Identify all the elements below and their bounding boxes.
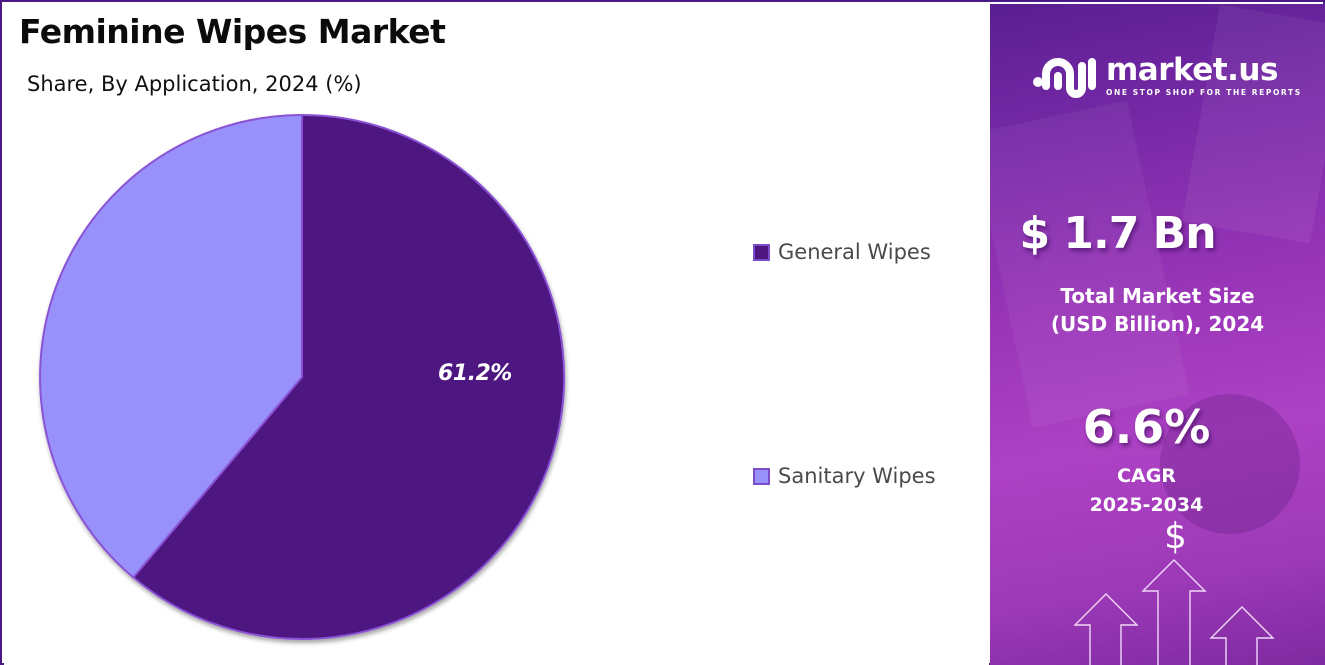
legend-label: Sanitary Wipes xyxy=(778,464,936,488)
brand-tagline: ONE STOP SHOP FOR THE REPORTS xyxy=(1106,88,1302,97)
market-size-label-line2: (USD Billion), 2024 xyxy=(1050,312,1265,336)
pie-chart: 61.2% xyxy=(4,4,989,665)
market-us-logo-icon xyxy=(1033,58,1096,98)
growth-arrows-icon xyxy=(1073,559,1275,665)
background-decoration xyxy=(990,100,1190,428)
legend-item-general-wipes[interactable]: General Wipes xyxy=(753,240,931,264)
legend-swatch-sanitary xyxy=(753,467,770,485)
chart-title: Feminine Wipes Market xyxy=(19,12,446,51)
market-size-label: Total Market Size (USD Billion), 2024 xyxy=(990,282,1325,338)
pie-slice-label-general: 61.2% xyxy=(438,361,512,386)
dollar-icon: $ xyxy=(1164,516,1187,557)
chart-subtitle: Share, By Application, 2024 (%) xyxy=(27,72,362,96)
market-size-label-line1: Total Market Size xyxy=(1060,284,1255,308)
legend-swatch-general xyxy=(753,243,770,261)
pie-slice-general-wipes[interactable] xyxy=(131,113,566,640)
cagr-value: 6.6% xyxy=(1082,400,1211,454)
chart-panel: Feminine Wipes Market Share, By Applicat… xyxy=(4,4,989,665)
legend-item-sanitary-wipes[interactable]: Sanitary Wipes xyxy=(753,464,936,488)
brand-name: market.us xyxy=(1106,52,1278,88)
market-size-value: $ 1.7 Bn xyxy=(1019,208,1216,259)
brand-logo: market.us ONE STOP SHOP FOR THE REPORTS xyxy=(1032,52,1302,100)
pie-slice-sanitary-wipes[interactable] xyxy=(39,113,303,579)
cagr-label-line2: 2025-2034 xyxy=(1089,494,1204,516)
stats-sidebar: market.us ONE STOP SHOP FOR THE REPORTS … xyxy=(990,4,1325,665)
cagr-label: CAGR 2025-2034 xyxy=(990,462,1314,520)
pie-svg xyxy=(39,113,566,640)
legend-label: General Wipes xyxy=(778,240,931,264)
background-decoration xyxy=(1160,394,1300,534)
cagr-label-line1: CAGR xyxy=(1117,465,1176,487)
